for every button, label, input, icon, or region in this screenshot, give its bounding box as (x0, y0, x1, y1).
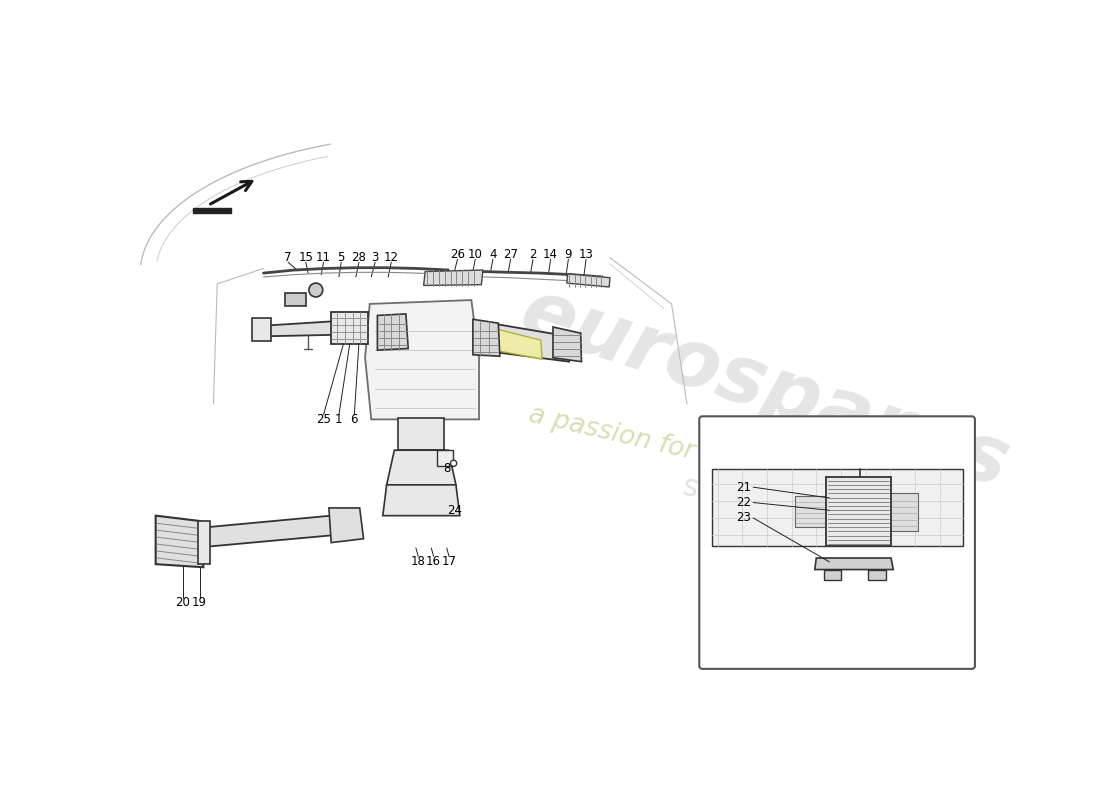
Text: 5: 5 (338, 251, 345, 264)
Text: 18: 18 (410, 554, 426, 567)
Polygon shape (868, 570, 886, 579)
Text: 22: 22 (736, 496, 751, 509)
Polygon shape (383, 485, 460, 516)
Text: 21: 21 (736, 481, 751, 494)
Polygon shape (553, 327, 582, 362)
Polygon shape (438, 450, 453, 466)
Text: 15: 15 (298, 251, 314, 264)
Text: 23: 23 (736, 511, 751, 525)
Text: 13: 13 (579, 248, 594, 261)
Polygon shape (192, 208, 231, 213)
Polygon shape (377, 314, 408, 350)
Polygon shape (491, 323, 569, 362)
Text: 12: 12 (384, 251, 399, 264)
Polygon shape (566, 274, 609, 287)
Text: since 1985: since 1985 (680, 471, 848, 537)
Text: 20: 20 (175, 596, 190, 609)
Polygon shape (365, 300, 480, 419)
Text: 19: 19 (192, 596, 207, 609)
Text: 3: 3 (372, 251, 378, 264)
Text: 25: 25 (316, 413, 331, 426)
FancyBboxPatch shape (700, 416, 975, 669)
Text: 14: 14 (543, 248, 558, 261)
Polygon shape (398, 418, 444, 450)
Text: 9: 9 (564, 248, 572, 261)
Polygon shape (252, 318, 271, 341)
Text: 26: 26 (450, 248, 465, 261)
Polygon shape (424, 270, 483, 286)
Text: 27: 27 (503, 248, 518, 261)
Polygon shape (267, 321, 341, 336)
Polygon shape (824, 570, 842, 579)
Polygon shape (198, 521, 209, 564)
Polygon shape (712, 470, 962, 546)
Circle shape (451, 460, 456, 466)
Text: 10: 10 (468, 248, 483, 261)
Polygon shape (285, 293, 306, 306)
Text: eurospares: eurospares (510, 273, 1018, 504)
Text: 11: 11 (316, 251, 331, 264)
Polygon shape (794, 496, 849, 527)
Text: 2: 2 (529, 248, 537, 261)
Polygon shape (190, 516, 337, 548)
Circle shape (309, 283, 322, 297)
Text: 8: 8 (443, 462, 450, 475)
Polygon shape (387, 450, 455, 485)
Text: a passion for parts: a passion for parts (526, 402, 771, 483)
Text: 16: 16 (426, 554, 441, 567)
Text: 17: 17 (441, 554, 456, 567)
Polygon shape (495, 329, 542, 359)
Polygon shape (156, 516, 204, 567)
Text: 24: 24 (447, 504, 462, 517)
Text: 28: 28 (352, 251, 366, 264)
Text: 7: 7 (284, 251, 292, 264)
Polygon shape (865, 493, 917, 531)
Polygon shape (473, 319, 499, 356)
Polygon shape (329, 508, 363, 542)
Text: 1: 1 (336, 413, 343, 426)
Polygon shape (815, 558, 893, 570)
Polygon shape (825, 477, 891, 546)
Text: 4: 4 (490, 248, 497, 261)
Text: 6: 6 (351, 413, 359, 426)
Polygon shape (331, 311, 368, 344)
